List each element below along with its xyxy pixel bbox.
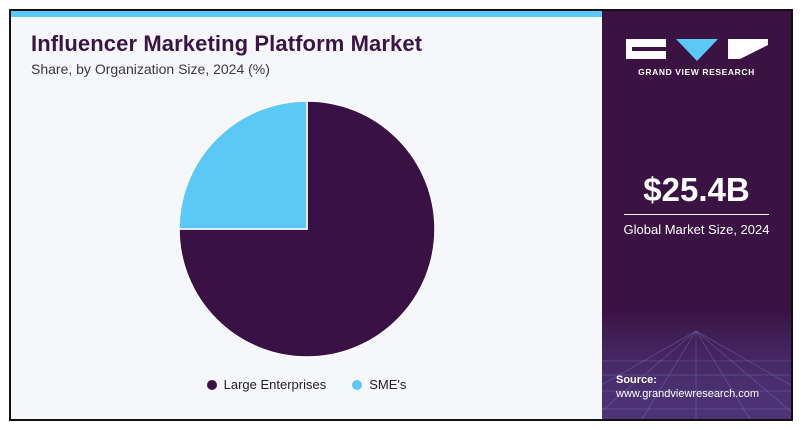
market-size-divider bbox=[624, 214, 769, 215]
source-note: Source: www.grandviewresearch.com bbox=[616, 373, 759, 401]
legend-swatch-large-enterprises bbox=[206, 379, 217, 390]
legend-item-smes: SME's bbox=[352, 377, 406, 392]
legend-item-large-enterprises: Large Enterprises bbox=[206, 377, 327, 392]
chart-panel: Influencer Marketing Platform Market Sha… bbox=[11, 11, 602, 419]
legend-label-smes: SME's bbox=[369, 377, 407, 392]
legend-swatch-smes bbox=[352, 379, 363, 390]
market-size-value: $25.4B bbox=[643, 171, 750, 208]
pie-slice-sme-s bbox=[178, 100, 308, 230]
grand-view-research-logo bbox=[626, 39, 768, 61]
pie-chart bbox=[178, 100, 436, 358]
sidebar-panel: GRAND VIEW RESEARCH $25.4B Global Market… bbox=[602, 11, 791, 419]
brand-name: GRAND VIEW RESEARCH bbox=[638, 67, 755, 77]
chart-subtitle: Share, by Organization Size, 2024 (%) bbox=[31, 61, 270, 77]
infographic-frame: Influencer Marketing Platform Market Sha… bbox=[9, 9, 793, 421]
market-size-label: Global Market Size, 2024 bbox=[623, 222, 770, 237]
source-title: Source: bbox=[616, 374, 657, 386]
source-url: www.grandviewresearch.com bbox=[616, 388, 760, 400]
chart-title: Influencer Marketing Platform Market bbox=[31, 31, 423, 56]
legend-label-large-enterprises: Large Enterprises bbox=[223, 377, 327, 392]
chart-legend: Large Enterprises SME's bbox=[11, 377, 602, 392]
pie-slice-large-enterprises bbox=[178, 100, 436, 358]
top-accent-bar bbox=[11, 11, 602, 17]
decorative-grid bbox=[602, 311, 791, 419]
